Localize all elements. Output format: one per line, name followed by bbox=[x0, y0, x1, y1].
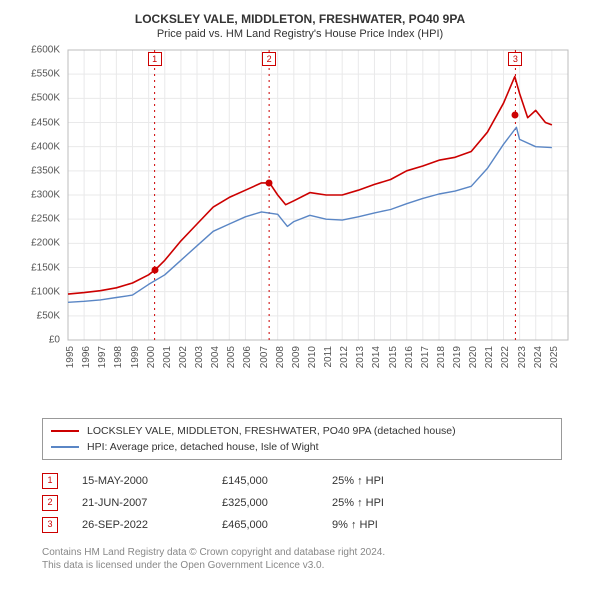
y-tick-label: £0 bbox=[20, 335, 60, 346]
x-tick-label: 2019 bbox=[452, 346, 463, 368]
x-tick-label: 2010 bbox=[307, 346, 318, 368]
x-tick-label: 2011 bbox=[323, 346, 334, 368]
chart-container: LOCKSLEY VALE, MIDDLETON, FRESHWATER, PO… bbox=[0, 0, 600, 590]
footer: Contains HM Land Registry data © Crown c… bbox=[42, 546, 562, 572]
x-tick-label: 2002 bbox=[178, 346, 189, 368]
legend-label: HPI: Average price, detached house, Isle… bbox=[87, 441, 319, 453]
y-tick-label: £200K bbox=[20, 238, 60, 249]
event-marker-box: 3 bbox=[508, 52, 522, 66]
x-tick-label: 2017 bbox=[420, 346, 431, 368]
y-tick-label: £300K bbox=[20, 190, 60, 201]
event-delta: 25% ↑ HPI bbox=[332, 475, 432, 487]
legend-row: LOCKSLEY VALE, MIDDLETON, FRESHWATER, PO… bbox=[51, 423, 553, 439]
y-tick-label: £450K bbox=[20, 117, 60, 128]
event-price: £325,000 bbox=[222, 497, 332, 509]
y-tick-label: £100K bbox=[20, 286, 60, 297]
x-tick-label: 2016 bbox=[404, 346, 415, 368]
x-tick-label: 1997 bbox=[97, 346, 108, 368]
legend: LOCKSLEY VALE, MIDDLETON, FRESHWATER, PO… bbox=[42, 418, 562, 460]
event-row: 2 21-JUN-2007 £325,000 25% ↑ HPI bbox=[42, 492, 562, 514]
x-tick-label: 1998 bbox=[113, 346, 124, 368]
x-tick-label: 2009 bbox=[291, 346, 302, 368]
y-tick-label: £400K bbox=[20, 141, 60, 152]
footer-line: Contains HM Land Registry data © Crown c… bbox=[42, 546, 562, 559]
x-tick-label: 2000 bbox=[146, 346, 157, 368]
event-row: 3 26-SEP-2022 £465,000 9% ↑ HPI bbox=[42, 514, 562, 536]
event-marker: 3 bbox=[42, 517, 58, 533]
x-tick-label: 2018 bbox=[436, 346, 447, 368]
x-tick-label: 2020 bbox=[468, 346, 479, 368]
event-marker-dot bbox=[266, 179, 273, 186]
event-date: 21-JUN-2007 bbox=[82, 497, 222, 509]
title-sub: Price paid vs. HM Land Registry's House … bbox=[14, 28, 586, 40]
event-row: 1 15-MAY-2000 £145,000 25% ↑ HPI bbox=[42, 470, 562, 492]
legend-label: LOCKSLEY VALE, MIDDLETON, FRESHWATER, PO… bbox=[87, 425, 456, 437]
footer-line: This data is licensed under the Open Gov… bbox=[42, 559, 562, 572]
x-tick-label: 1999 bbox=[130, 346, 141, 368]
x-tick-label: 2012 bbox=[339, 346, 350, 368]
x-tick-label: 2004 bbox=[210, 346, 221, 368]
x-tick-label: 2006 bbox=[242, 346, 253, 368]
x-tick-label: 2007 bbox=[259, 346, 270, 368]
event-price: £465,000 bbox=[222, 519, 332, 531]
events-table: 1 15-MAY-2000 £145,000 25% ↑ HPI 2 21-JU… bbox=[42, 470, 562, 536]
legend-row: HPI: Average price, detached house, Isle… bbox=[51, 439, 553, 455]
x-tick-label: 2008 bbox=[275, 346, 286, 368]
y-tick-label: £600K bbox=[20, 45, 60, 56]
event-delta: 9% ↑ HPI bbox=[332, 519, 432, 531]
event-marker: 1 bbox=[42, 473, 58, 489]
titles: LOCKSLEY VALE, MIDDLETON, FRESHWATER, PO… bbox=[14, 12, 586, 40]
event-date: 26-SEP-2022 bbox=[82, 519, 222, 531]
x-tick-label: 2025 bbox=[549, 346, 560, 368]
x-tick-label: 2022 bbox=[500, 346, 511, 368]
y-tick-label: £250K bbox=[20, 214, 60, 225]
chart-svg bbox=[20, 46, 580, 376]
event-marker-box: 1 bbox=[148, 52, 162, 66]
x-tick-label: 2014 bbox=[371, 346, 382, 368]
chart-plot: £0 £50K £100K £150K £200K £250K £300K £350K £400… bbox=[20, 46, 580, 376]
x-tick-label: 2001 bbox=[162, 346, 173, 368]
event-price: £145,000 bbox=[222, 475, 332, 487]
title-main: LOCKSLEY VALE, MIDDLETON, FRESHWATER, PO… bbox=[14, 12, 586, 26]
event-marker: 2 bbox=[42, 495, 58, 511]
event-marker-dot bbox=[151, 266, 158, 273]
y-tick-label: £500K bbox=[20, 93, 60, 104]
x-tick-label: 2003 bbox=[194, 346, 205, 368]
y-tick-label: £150K bbox=[20, 262, 60, 273]
x-tick-label: 2015 bbox=[388, 346, 399, 368]
event-date: 15-MAY-2000 bbox=[82, 475, 222, 487]
x-tick-label: 2013 bbox=[355, 346, 366, 368]
event-marker-dot bbox=[512, 112, 519, 119]
legend-swatch bbox=[51, 446, 79, 448]
x-tick-label: 2005 bbox=[226, 346, 237, 368]
x-tick-label: 2021 bbox=[484, 346, 495, 368]
x-tick-label: 2024 bbox=[533, 346, 544, 368]
event-marker-box: 2 bbox=[262, 52, 276, 66]
y-tick-label: £550K bbox=[20, 69, 60, 80]
y-tick-label: £50K bbox=[20, 310, 60, 321]
x-tick-label: 1995 bbox=[65, 346, 76, 368]
event-delta: 25% ↑ HPI bbox=[332, 497, 432, 509]
x-tick-label: 2023 bbox=[517, 346, 528, 368]
y-tick-label: £350K bbox=[20, 165, 60, 176]
x-tick-label: 1996 bbox=[81, 346, 92, 368]
legend-swatch bbox=[51, 430, 79, 432]
